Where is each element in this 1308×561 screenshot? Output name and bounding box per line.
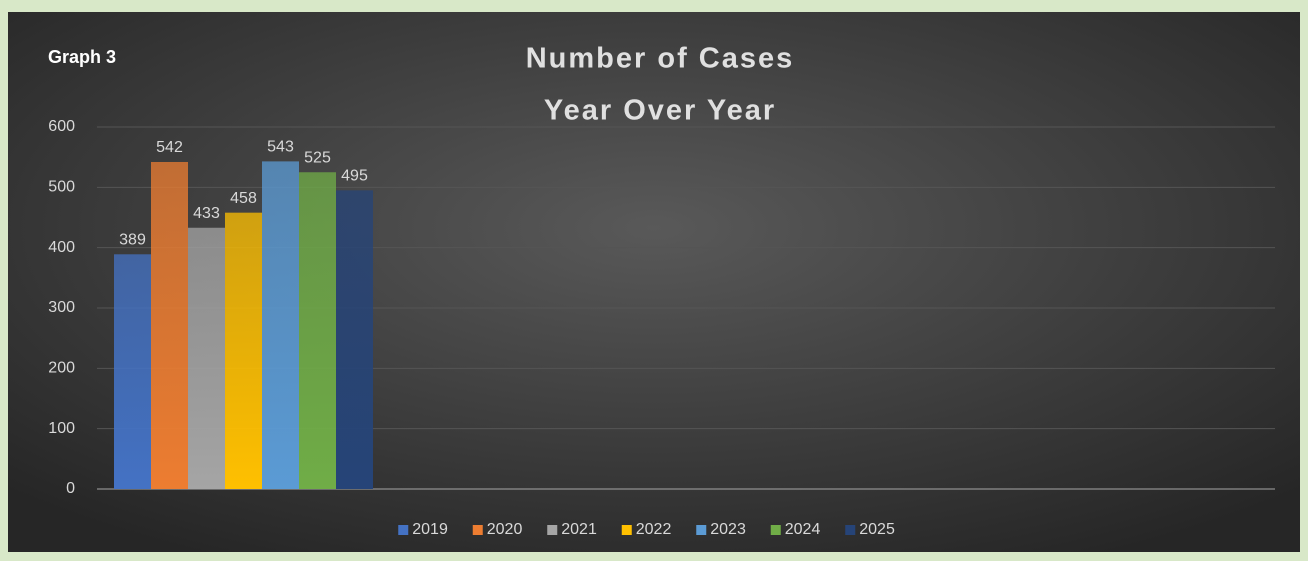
y-tick-label: 600 <box>48 118 75 135</box>
chart-title: Number of Cases <box>526 43 795 75</box>
legend-label: 2022 <box>636 521 672 538</box>
data-label: 525 <box>304 149 331 166</box>
y-tick-label: 200 <box>48 360 75 377</box>
bar <box>336 190 373 489</box>
data-label: 542 <box>156 139 183 156</box>
y-tick-label: 0 <box>66 480 75 497</box>
bar <box>151 161 188 489</box>
y-tick-label: 400 <box>48 239 75 256</box>
legend-label: 2021 <box>561 521 597 538</box>
chart-title: Year Over Year <box>544 95 776 127</box>
data-label: 389 <box>119 232 146 249</box>
legend-swatch <box>472 525 483 535</box>
legend-swatch <box>696 525 707 535</box>
legend-label: 2023 <box>710 521 746 538</box>
legend-swatch <box>621 525 632 535</box>
bar <box>262 161 299 489</box>
y-tick-label: 100 <box>48 420 75 437</box>
legend-swatch <box>770 525 781 535</box>
data-label: 433 <box>193 205 220 222</box>
bar <box>114 254 151 489</box>
legend-label: 2019 <box>412 521 448 538</box>
legend-swatch <box>845 525 856 535</box>
bar <box>225 212 262 489</box>
bar <box>188 227 225 490</box>
data-label: 458 <box>230 190 257 207</box>
legend-swatch <box>547 525 558 535</box>
y-tick-label: 500 <box>48 179 75 196</box>
data-label: 495 <box>341 168 368 185</box>
data-label: 543 <box>267 139 294 156</box>
annotation: Graph 3 <box>48 47 116 67</box>
legend-label: 2025 <box>859 521 895 538</box>
legend-swatch <box>398 525 409 535</box>
legend-label: 2024 <box>785 521 821 538</box>
bar <box>299 172 336 489</box>
legend-label: 2020 <box>487 521 523 538</box>
y-tick-label: 300 <box>48 299 75 316</box>
